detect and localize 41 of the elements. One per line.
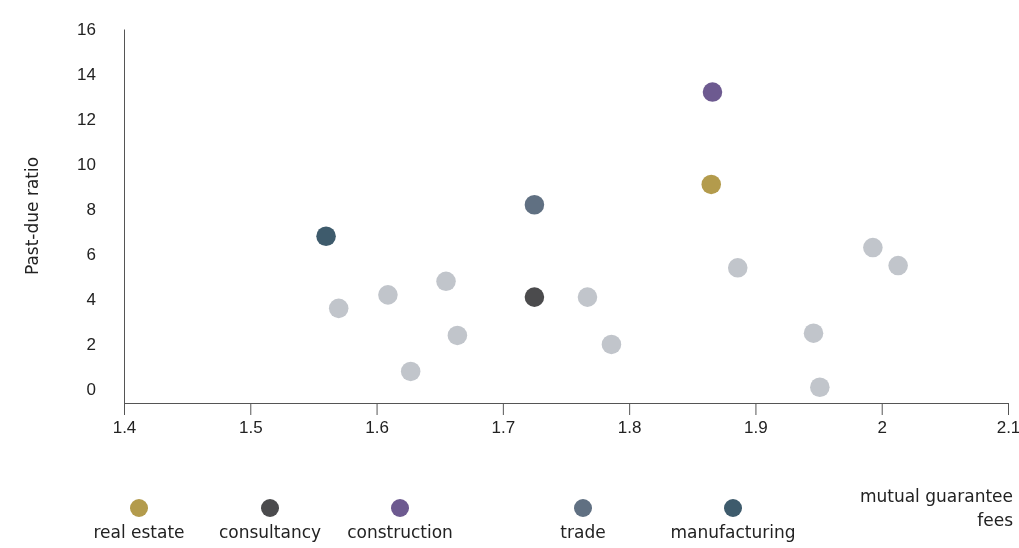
y-tick-label: 14 [77, 65, 96, 84]
point [436, 271, 456, 292]
point [447, 325, 468, 346]
point [524, 287, 545, 307]
point [378, 285, 398, 305]
y-tick-label: 12 [77, 110, 96, 130]
y-tick-label: 10 [77, 155, 96, 175]
point [727, 258, 748, 278]
y-tick-label: 0 [86, 380, 96, 400]
y-tick-label: 2 [86, 335, 96, 355]
x-tick-label: 2.1 [996, 418, 1019, 438]
x-tick-label: 1.6 [365, 418, 389, 438]
point [810, 377, 830, 397]
x-tick-label: 1.8 [617, 418, 642, 438]
point [577, 287, 598, 307]
point [524, 194, 545, 215]
y-tick-label: 6 [86, 245, 96, 265]
x-tick-label: 1.7 [491, 418, 516, 438]
x-tick-label: 1.9 [744, 418, 768, 438]
point [803, 323, 824, 343]
point [888, 255, 908, 276]
x-axis-title: mutual guarantee fees [859, 486, 1014, 530]
legend-label: trade [560, 522, 606, 542]
legend-label: manufacturing [670, 522, 796, 542]
legend-label: construction [347, 522, 453, 542]
point [328, 298, 349, 319]
legend-label: real estate [93, 522, 185, 542]
x-tick-label: 1.4 [112, 418, 137, 438]
y-axis-title: Past-due ratio [22, 156, 42, 276]
point [316, 226, 336, 247]
point [702, 82, 723, 102]
y-tick-label: 16 [77, 19, 96, 39]
point [701, 174, 721, 195]
x-tick-label: 1.5 [238, 418, 263, 438]
y-tick-label: 8 [86, 200, 96, 220]
point [601, 334, 622, 355]
point [400, 361, 421, 382]
x-tick-label: 2 [877, 418, 887, 438]
y-tick-label: 4 [86, 290, 96, 310]
point [863, 237, 883, 258]
legend-label: consultancy [218, 522, 322, 542]
